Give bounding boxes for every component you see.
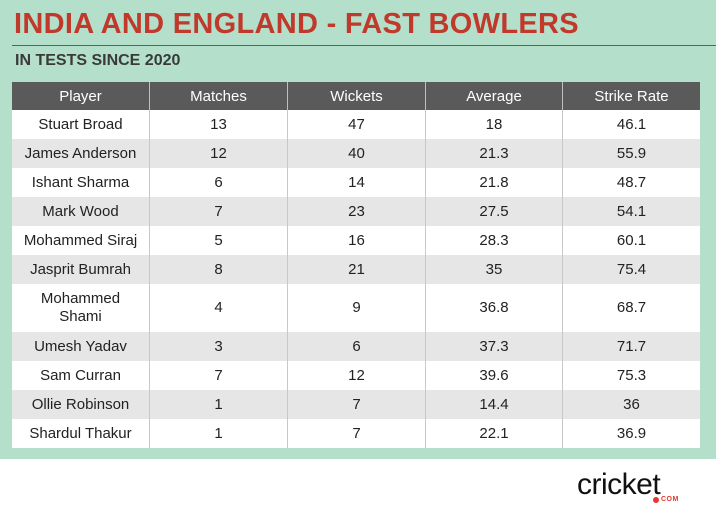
player-name-cell: Shardul Thakur (12, 419, 150, 448)
player-name-cell: Ishant Sharma (12, 168, 150, 197)
table-row: Sam Curran 7 12 39.6 75.3 (12, 361, 700, 390)
stat-cell: 23 (288, 197, 426, 226)
player-name-cell: Umesh Yadav (12, 332, 150, 361)
stat-cell: 14.4 (426, 390, 563, 419)
stat-cell: 60.1 (563, 226, 700, 255)
stat-cell: 21 (288, 255, 426, 284)
stat-cell: 7 (288, 390, 426, 419)
stat-cell: 46.1 (563, 110, 700, 139)
stat-cell: 36.9 (563, 419, 700, 448)
stat-cell: 6 (150, 168, 288, 197)
stat-cell: 37.3 (426, 332, 563, 361)
stat-cell: 3 (150, 332, 288, 361)
player-name-cell: Ollie Robinson (12, 390, 150, 419)
stat-cell: 18 (426, 110, 563, 139)
table-body: Stuart Broad 13 47 18 46.1 James Anderson 12 40… (12, 110, 700, 448)
stat-cell: 14 (288, 168, 426, 197)
table-row: Ishant Sharma 6 14 21.8 48.7 (12, 168, 700, 197)
stat-cell: 16 (288, 226, 426, 255)
table-row: James Anderson 12 40 21.3 55.9 (12, 139, 700, 168)
stat-cell: 47 (288, 110, 426, 139)
background-panel: INDIA AND ENGLAND - FAST BOWLERS IN TEST… (0, 0, 716, 459)
table-row: Mohammed Shami 4 9 36.8 68.7 (12, 284, 700, 332)
logo-ball-icon (653, 497, 659, 503)
stat-cell: 6 (288, 332, 426, 361)
player-name-cell: Sam Curran (12, 361, 150, 390)
stat-cell: 28.3 (426, 226, 563, 255)
stat-cell: 39.6 (426, 361, 563, 390)
logo-wordmark: cricket (577, 468, 661, 501)
table-row: Ollie Robinson 1 7 14.4 36 (12, 390, 700, 419)
player-name-cell: Mohammed Siraj (12, 226, 150, 255)
stat-cell: 75.3 (563, 361, 700, 390)
stat-cell: 13 (150, 110, 288, 139)
logo-domain: COM (661, 496, 679, 503)
chart-title: INDIA AND ENGLAND - FAST BOWLERS (14, 8, 579, 40)
table-row: Stuart Broad 13 47 18 46.1 (12, 110, 700, 139)
stat-cell: 36 (563, 390, 700, 419)
title-divider (12, 45, 716, 46)
table-row: Mohammed Siraj 5 16 28.3 60.1 (12, 226, 700, 255)
table-header-row: Player Matches Wickets Average Strike Rate (12, 82, 700, 110)
table-row: Umesh Yadav 3 6 37.3 71.7 (12, 332, 700, 361)
column-header: Wickets (288, 82, 426, 110)
chart-subtitle: IN TESTS SINCE 2020 (15, 52, 181, 69)
column-header: Player (12, 82, 150, 110)
table-row: Mark Wood 7 23 27.5 54.1 (12, 197, 700, 226)
stat-cell: 27.5 (426, 197, 563, 226)
stat-cell: 36.8 (426, 284, 563, 332)
stat-cell: 71.7 (563, 332, 700, 361)
stat-cell: 1 (150, 390, 288, 419)
column-header: Matches (150, 82, 288, 110)
stat-cell: 68.7 (563, 284, 700, 332)
bowler-stats-table: Player Matches Wickets Average Strike Rate S… (12, 82, 700, 448)
column-header: Strike Rate (563, 82, 700, 110)
stat-cell: 21.8 (426, 168, 563, 197)
stat-cell: 55.9 (563, 139, 700, 168)
stat-cell: 35 (426, 255, 563, 284)
cricket-com-logo: cricket COM (577, 470, 689, 506)
stat-cell: 1 (150, 419, 288, 448)
player-name-cell: Jasprit Bumrah (12, 255, 150, 284)
stat-cell: 21.3 (426, 139, 563, 168)
stat-cell: 5 (150, 226, 288, 255)
stat-cell: 12 (288, 361, 426, 390)
stat-cell: 7 (288, 419, 426, 448)
player-name-cell: Mark Wood (12, 197, 150, 226)
stat-cell: 9 (288, 284, 426, 332)
stat-cell: 40 (288, 139, 426, 168)
stat-cell: 7 (150, 197, 288, 226)
stat-cell: 54.1 (563, 197, 700, 226)
stat-cell: 22.1 (426, 419, 563, 448)
stat-cell: 4 (150, 284, 288, 332)
table-row: Jasprit Bumrah 8 21 35 75.4 (12, 255, 700, 284)
stat-cell: 48.7 (563, 168, 700, 197)
player-name-cell: Mohammed Shami (12, 284, 150, 332)
player-name-cell: Stuart Broad (12, 110, 150, 139)
column-header: Average (426, 82, 563, 110)
stat-cell: 7 (150, 361, 288, 390)
player-name-cell: James Anderson (12, 139, 150, 168)
stat-cell: 12 (150, 139, 288, 168)
table-row: Shardul Thakur 1 7 22.1 36.9 (12, 419, 700, 448)
stat-cell: 75.4 (563, 255, 700, 284)
stat-cell: 8 (150, 255, 288, 284)
